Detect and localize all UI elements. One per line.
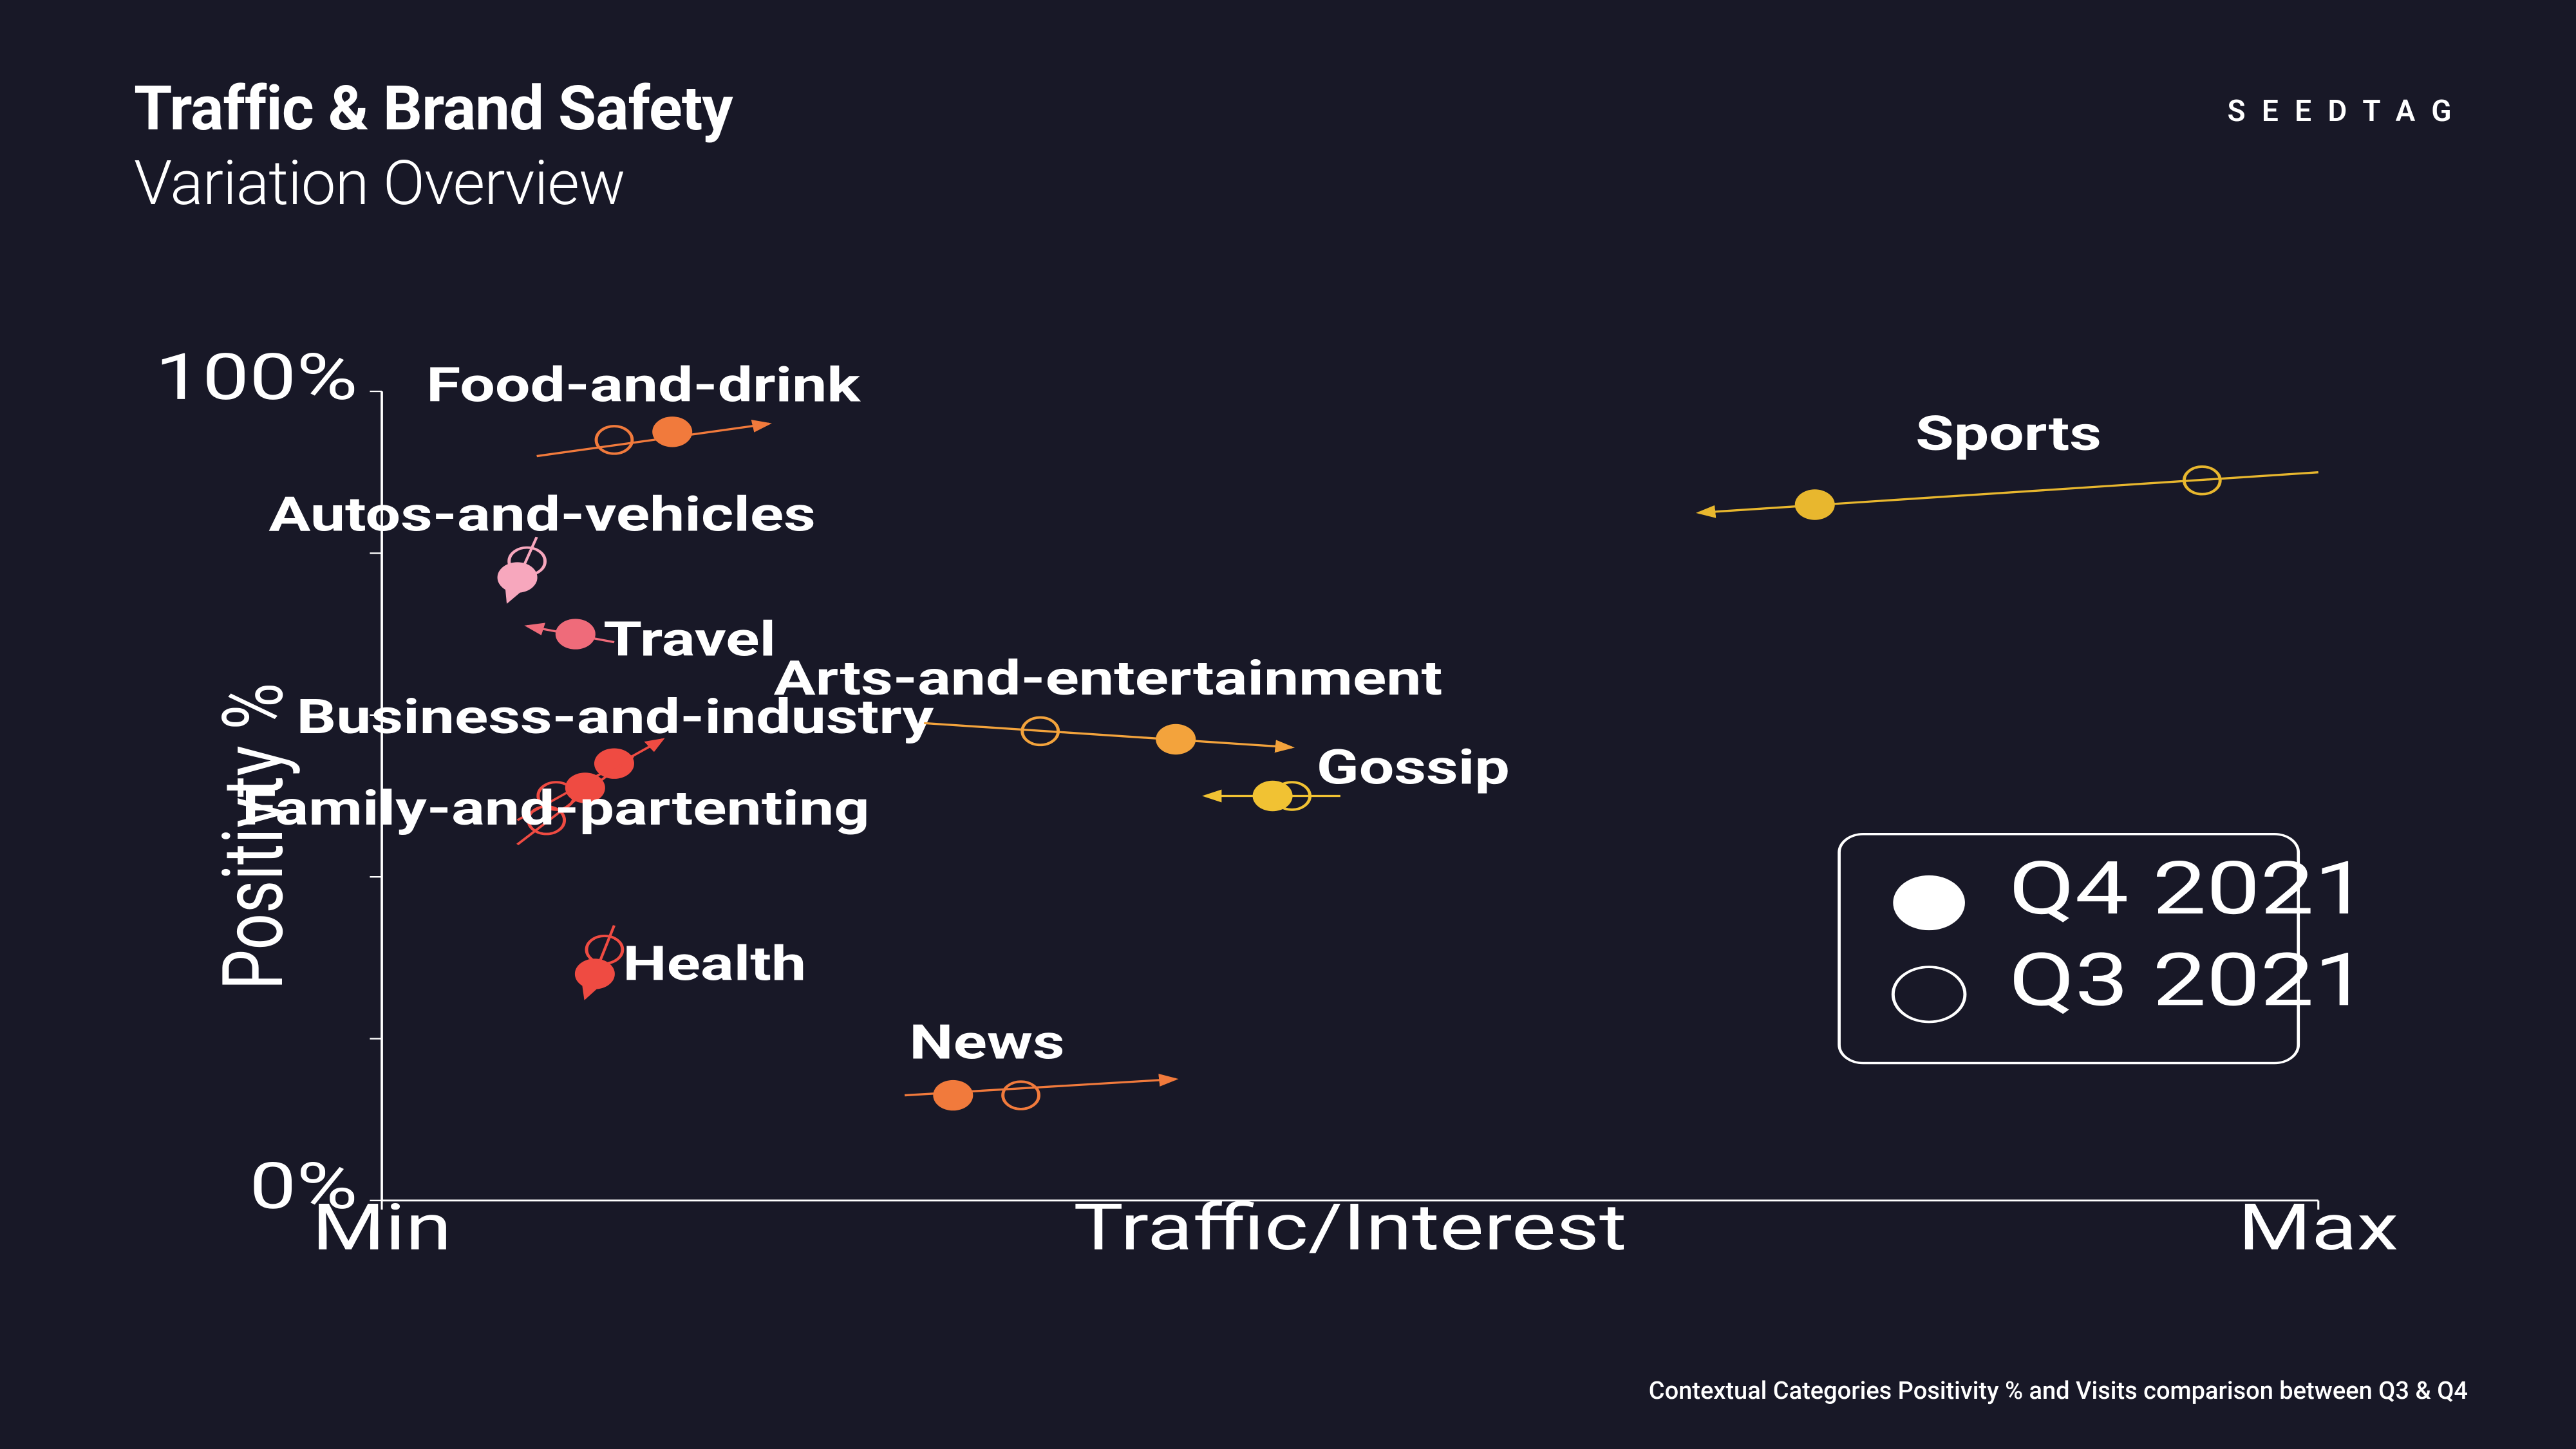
x-min-label: Min — [312, 1190, 451, 1266]
point-label-news: News — [909, 1015, 1064, 1071]
point-label-health: Health — [623, 936, 806, 992]
scatter-chart: 0%100%Positivty %Traffic/InterestMinMaxF… — [322, 391, 2318, 1246]
q3-marker-food-and-drink — [596, 426, 632, 454]
q4-marker-autos-and-vehicles — [498, 562, 538, 592]
x-axis-title: Traffic/Interest — [1073, 1190, 1626, 1266]
point-label-gossip: Gossip — [1317, 740, 1510, 796]
q4-marker-travel — [556, 619, 596, 649]
q4-marker-news — [933, 1080, 973, 1110]
brand-logo: SEEDTAG — [2227, 94, 2468, 129]
trend-arrow-arts-and-entertainment — [924, 723, 1292, 747]
point-label-arts-and-entertainment: Arts-and-entertainment — [774, 651, 1443, 707]
q4-marker-health — [575, 958, 615, 989]
q4-marker-food-and-drink — [652, 416, 692, 447]
q4-marker-arts-and-entertainment — [1156, 724, 1196, 754]
q3-marker-news — [1003, 1081, 1039, 1109]
legend-label: Q4 2021 — [2009, 846, 2368, 931]
title-main: Traffic & Brand Safety — [134, 73, 733, 145]
point-label-sports: Sports — [1915, 406, 2101, 462]
point-label-family-and-parenting: Family-and-partenting — [242, 781, 870, 837]
slide: Traffic & Brand Safety Variation Overvie… — [0, 0, 2576, 1449]
chart: 0%100%Positivty %Traffic/InterestMinMaxF… — [322, 391, 2318, 1246]
y-tick-label: 100% — [155, 340, 358, 415]
q4-marker-business-and-industry — [594, 748, 634, 778]
point-label-travel: Travel — [603, 612, 776, 668]
q4-marker-sports — [1795, 489, 1835, 519]
legend-label: Q3 2021 — [2009, 937, 2368, 1023]
header: Traffic & Brand Safety Variation Overvie… — [134, 73, 733, 220]
x-max-label: Max — [2238, 1190, 2398, 1266]
trend-arrow-sports — [1698, 472, 2318, 512]
footnote: Contextual Categories Positivity % and V… — [1649, 1377, 2468, 1405]
point-label-food-and-drink: Food-and-drink — [426, 357, 861, 413]
q4-marker-gossip — [1253, 781, 1293, 811]
title-subtitle: Variation Overview — [134, 147, 733, 220]
legend-marker-filled — [1893, 875, 1965, 930]
point-label-autos-and-vehicles: Autos-and-vehicles — [268, 487, 816, 543]
